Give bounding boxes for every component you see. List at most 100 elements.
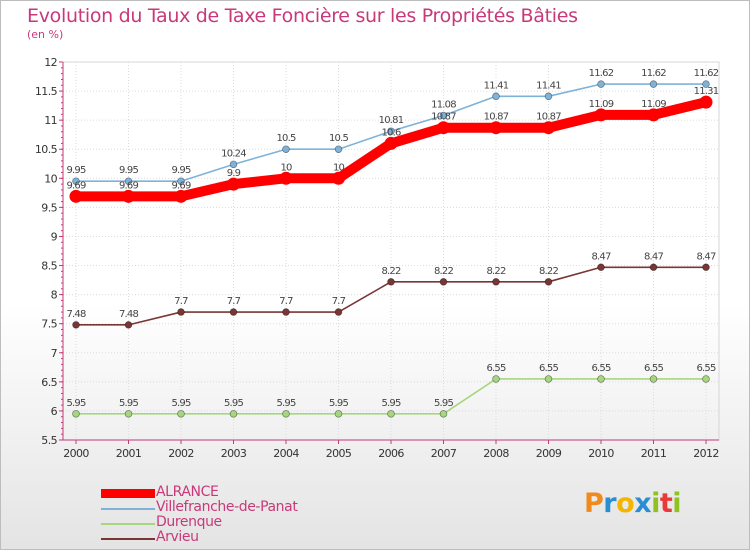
data-point (282, 410, 290, 418)
data-point (437, 121, 450, 135)
legend-swatch (101, 489, 155, 498)
data-label: 10.5 (276, 133, 296, 144)
data-point (227, 177, 240, 191)
data-point (177, 410, 185, 418)
data-label: 10.24 (221, 148, 246, 159)
data-point (177, 308, 185, 316)
data-label: 10.6 (381, 127, 401, 138)
chart-title: Evolution du Taux de Taxe Foncière sur l… (27, 5, 578, 27)
data-point (544, 92, 553, 101)
data-label: 11.08 (431, 100, 456, 111)
data-label: 6.55 (539, 363, 559, 374)
data-point (229, 160, 238, 169)
proxiti-logo: Proxiti (584, 488, 682, 519)
logo-letter: P (584, 488, 604, 519)
data-point (492, 375, 500, 383)
data-point (544, 278, 553, 286)
data-label: 10 (280, 162, 292, 173)
data-label: 8.47 (644, 251, 664, 262)
y-tick-label: 9.5 (41, 201, 57, 214)
legend-label: Arvieu (156, 529, 199, 545)
data-label: 11.09 (589, 99, 614, 110)
y-tick-label: 10 (44, 172, 57, 185)
data-label: 10.5 (329, 133, 349, 144)
data-label: 7.48 (66, 309, 86, 320)
data-label: 8.47 (591, 251, 611, 262)
y-tick-label: 8 (51, 289, 58, 302)
x-tick-label: 2007 (431, 447, 457, 460)
y-tick-label: 7.5 (41, 318, 57, 331)
y-tick-label: 12 (44, 56, 57, 69)
logo-letter: i (651, 488, 660, 519)
data-point (122, 189, 135, 203)
legend-label: Villefranche-de-Panat (156, 499, 298, 515)
data-point (439, 410, 448, 418)
data-label: 7.7 (332, 296, 346, 307)
data-point (544, 375, 553, 383)
x-tick-label: 2008 (483, 447, 509, 460)
x-tick-label: 2006 (378, 447, 404, 460)
data-label: 6.55 (591, 363, 611, 374)
x-tick-label: 2011 (641, 447, 667, 460)
data-label: 10.81 (379, 115, 404, 126)
data-point (649, 80, 658, 88)
data-label: 9.95 (171, 165, 191, 176)
logo-letter: r (603, 488, 617, 519)
data-point (542, 121, 555, 135)
data-label: 5.95 (381, 398, 401, 409)
logo-letter: i (672, 488, 682, 519)
data-point (69, 189, 83, 203)
y-tick-label: 11.5 (35, 85, 58, 98)
data-label: 7.7 (279, 296, 293, 307)
data-point (489, 121, 503, 135)
data-label: 11.62 (589, 68, 614, 79)
data-point (72, 321, 80, 329)
logo-letter: x (634, 488, 652, 519)
x-tick-label: 2010 (588, 447, 614, 460)
data-point (334, 410, 343, 418)
data-label: 10 (333, 162, 345, 173)
legend-label: ALRANCE (156, 484, 219, 500)
data-label: 5.95 (276, 398, 296, 409)
data-label: 9.95 (119, 165, 139, 176)
y-tick-label: 6.5 (41, 376, 57, 389)
data-point (174, 189, 188, 203)
data-label: 9.69 (66, 180, 86, 191)
x-tick-label: 2002 (168, 447, 194, 460)
data-point (124, 321, 133, 329)
legend-swatch (101, 523, 155, 525)
series-group (69, 80, 713, 418)
data-point (229, 308, 238, 316)
data-point (124, 410, 133, 418)
data-label: 11.41 (536, 80, 561, 91)
data-point (177, 177, 185, 185)
data-label: 5.95 (66, 398, 86, 409)
data-label: 10.87 (431, 112, 456, 123)
chart-subtitle: (en %) (27, 28, 64, 41)
data-label: 9.95 (66, 165, 86, 176)
data-point (492, 278, 500, 286)
data-label: 9.9 (227, 168, 241, 179)
data-point (702, 375, 710, 383)
data-point (439, 278, 448, 286)
data-point (702, 263, 710, 272)
data-label: 8.22 (381, 266, 401, 277)
data-label: 5.95 (434, 398, 454, 409)
data-label: 11.09 (641, 99, 666, 110)
data-label: 7.7 (227, 296, 241, 307)
x-tick-label: 2009 (536, 447, 562, 460)
legend-swatch (101, 508, 155, 510)
data-point (699, 95, 713, 109)
x-tick-label: 2001 (116, 447, 142, 460)
data-label: 6.55 (486, 363, 506, 374)
data-label: 6.55 (696, 363, 716, 374)
data-label: 10.87 (536, 112, 561, 123)
data-label: 11.62 (641, 68, 666, 79)
y-tick-label: 9 (51, 230, 58, 243)
logo-letter: o (616, 488, 635, 519)
data-label: 11.31 (694, 86, 719, 97)
data-point (597, 375, 605, 383)
axes: 5.5 6 6.5 7 7.5 8 8.5 9 9.5 10 10.5 11 11.5 12 2000 200… (35, 56, 719, 460)
data-point (124, 177, 133, 185)
legend-swatch (101, 538, 155, 540)
